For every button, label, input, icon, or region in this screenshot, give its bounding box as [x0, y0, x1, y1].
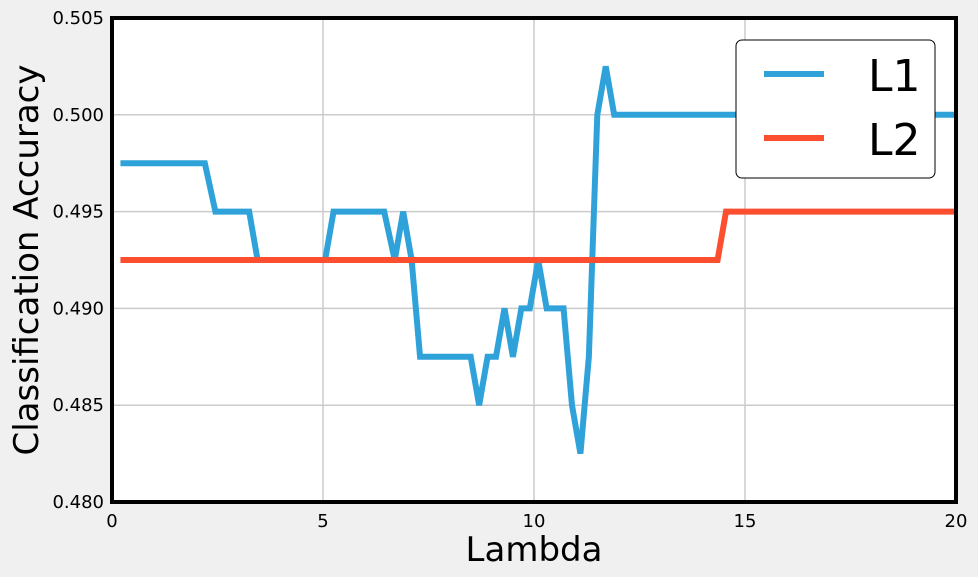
plot-frame [110, 16, 958, 504]
legend: L1 L2 [735, 39, 936, 179]
y-tick-label: 0.500 [52, 105, 104, 126]
y-tick-label: 0.490 [52, 298, 104, 319]
series-line-l2 [120, 208, 956, 263]
legend-label-l2: L2 [868, 115, 921, 166]
x-tick-label: 10 [523, 511, 546, 532]
y-tick-label: 0.485 [52, 395, 104, 416]
y-tick-label: 0.480 [52, 492, 104, 513]
x-tick-label: 0 [106, 511, 117, 532]
tick-labels: 0 5 10 15 20 0.480 0.485 0.490 0.495 0.500 0.505 [52, 8, 967, 532]
y-tick-label: 0.495 [52, 202, 104, 223]
x-tick-label: 5 [317, 511, 328, 532]
series-lines [120, 65, 956, 455]
y-tick-label: 0.505 [52, 8, 104, 29]
x-tick-label: 20 [945, 511, 968, 532]
y-axis-title: Classification Accuracy [7, 65, 47, 456]
legend-label-l1: L1 [868, 51, 921, 102]
x-tick-label: 15 [734, 511, 757, 532]
x-axis-title: Lambda [466, 530, 603, 570]
